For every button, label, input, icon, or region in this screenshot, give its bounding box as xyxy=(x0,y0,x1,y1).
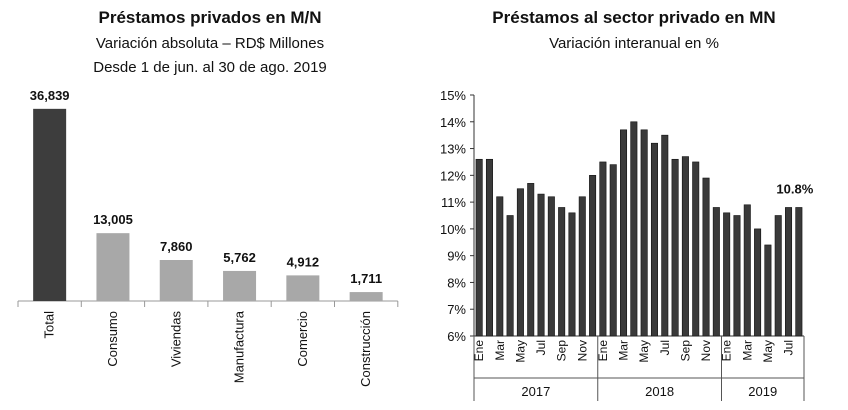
bar-2019-04 xyxy=(754,228,762,337)
bar-2018-01 xyxy=(599,161,607,337)
bar-2017-03 xyxy=(496,196,504,337)
bar-2017-01 xyxy=(475,158,483,337)
bar-2018-09 xyxy=(681,156,689,337)
bar-2018-04 xyxy=(630,121,638,337)
bar-manufactura xyxy=(223,270,257,301)
right-chart-panel: Préstamos al sector privado en MN Variac… xyxy=(420,0,848,410)
bar-2019-07 xyxy=(785,207,793,337)
bar-2017-12 xyxy=(589,175,597,337)
bar-2017-02 xyxy=(485,158,493,337)
month-tick-label: May xyxy=(761,340,775,363)
bar-2019-05 xyxy=(764,244,772,337)
month-tick-label: Jul xyxy=(534,340,548,355)
left-chart-subtitle-2: Desde 1 de jun. al 30 de ago. 2019 xyxy=(93,59,327,76)
y-tick-label: 15% xyxy=(440,88,466,103)
category-label: Manufactura xyxy=(232,310,247,383)
bar-2019-01 xyxy=(723,212,731,337)
data-label: 1,711 xyxy=(350,271,382,286)
bar-2017-05 xyxy=(516,188,524,337)
bar-2019-06 xyxy=(774,215,782,337)
right-bar-chart: 6% 7% 8% 9% 10% 11% 12% 13% 14% 15% Ene Mar May Jul Se… xyxy=(440,88,814,401)
month-tick-label: May xyxy=(513,340,527,363)
month-tick-label: Sep xyxy=(678,340,692,362)
bar-construcción xyxy=(349,292,383,301)
left-chart-title: Préstamos privados en M/N xyxy=(98,8,322,27)
y-tick-label: 11% xyxy=(441,195,466,210)
bar-2018-11 xyxy=(702,177,710,337)
last-value-annotation: 10.8% xyxy=(776,181,813,196)
bar-2018-12 xyxy=(712,207,720,337)
month-tick-label: Mar xyxy=(493,340,507,361)
bar-comercio xyxy=(286,275,320,301)
month-tick-label: Ene xyxy=(472,340,486,362)
month-tick-label: Mar xyxy=(740,340,754,361)
bar-total xyxy=(33,108,67,302)
bar-viviendas xyxy=(159,260,193,301)
year-label: 2018 xyxy=(645,384,674,399)
bar-2018-06 xyxy=(650,142,658,337)
data-label: 4,912 xyxy=(287,254,320,269)
year-label: 2017 xyxy=(521,384,550,399)
bar-2019-03 xyxy=(743,204,751,337)
category-label: Construcción xyxy=(358,311,373,387)
y-tick-label: 10% xyxy=(440,222,466,237)
data-label: 5,762 xyxy=(223,250,256,265)
month-tick-label: May xyxy=(637,340,651,363)
month-tick-label: Ene xyxy=(596,340,610,362)
month-tick-label: Jul xyxy=(782,340,796,355)
month-tick-label: Nov xyxy=(699,340,713,361)
bar-consumo xyxy=(96,233,130,301)
bar-2017-07 xyxy=(537,193,545,337)
year-label: 2019 xyxy=(748,384,777,399)
month-tick-label: Jul xyxy=(658,340,672,355)
bar-2017-09 xyxy=(558,207,566,337)
category-label: Comercio xyxy=(295,311,310,367)
right-chart-title: Préstamos al sector privado en MN xyxy=(492,8,776,27)
y-tick-label: 6% xyxy=(447,329,466,344)
bar-2017-04 xyxy=(506,215,514,337)
data-label: 36,839 xyxy=(30,88,70,103)
bar-2019-02 xyxy=(733,215,741,337)
data-label: 13,005 xyxy=(93,212,133,227)
data-label: 7,860 xyxy=(160,239,193,254)
y-tick-label: 12% xyxy=(440,168,466,183)
month-tick-label: Nov xyxy=(575,340,589,361)
bar-2018-02 xyxy=(609,164,617,337)
y-tick-label: 13% xyxy=(440,142,466,157)
bar-2018-07 xyxy=(661,134,669,337)
right-chart-subtitle: Variación interanual en % xyxy=(549,35,719,52)
month-tick-label: Ene xyxy=(720,340,734,362)
bar-2019-08 xyxy=(795,207,803,337)
y-tick-label: 14% xyxy=(440,115,466,130)
y-tick-label: 8% xyxy=(447,275,466,290)
left-chart-panel: Préstamos privados en M/N Variación abso… xyxy=(0,0,420,410)
category-label: Total xyxy=(42,311,57,339)
y-tick-label: 9% xyxy=(447,249,466,264)
left-chart-subtitle-1: Variación absoluta – RD$ Millones xyxy=(95,35,325,52)
bar-2018-10 xyxy=(692,161,700,337)
bar-2017-08 xyxy=(547,196,555,337)
month-tick-label: Sep xyxy=(555,340,569,362)
category-label: Consumo xyxy=(105,311,120,367)
bar-2018-03 xyxy=(620,129,628,337)
bar-2017-11 xyxy=(578,196,586,337)
month-tick-label: Mar xyxy=(617,340,631,361)
bar-2017-06 xyxy=(527,183,535,337)
bar-2018-08 xyxy=(671,158,679,337)
category-label: Viviendas xyxy=(168,311,183,368)
bar-2018-05 xyxy=(640,129,648,337)
y-tick-label: 7% xyxy=(447,302,466,317)
left-bar-chart: 36,839 Total 13,005 Consumo 7,860 Viviendas 5,… xyxy=(17,88,399,387)
bar-2017-10 xyxy=(568,212,576,337)
